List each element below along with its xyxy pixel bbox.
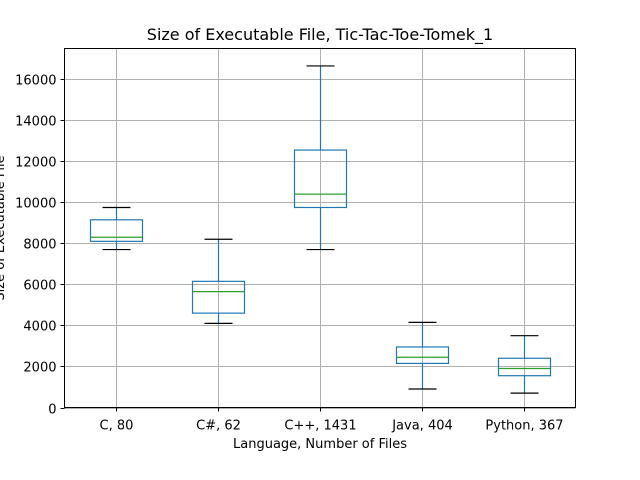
y-tick-label: 12000 [15, 156, 56, 171]
axes-layer: 0 2000 4000 6000 8000 10000 12000 14000 16000 C, … [15, 74, 563, 434]
y-tick-label: 14000 [15, 115, 56, 130]
box-4 [497, 335, 552, 394]
iqr-box [89, 219, 144, 242]
y-tick-label: 6000 [23, 279, 56, 294]
chart-title: Size of Executable File, Tic-Tac-Toe-Tom… [147, 25, 493, 45]
y-tick-label: 4000 [23, 320, 56, 335]
iqr-box [497, 357, 552, 377]
box-2 [293, 65, 348, 251]
x-tick-label: C, 80 [100, 419, 134, 434]
iqr-box [293, 149, 348, 209]
x-axis-label: Language, Number of Files [233, 437, 407, 452]
y-tick-label: 10000 [15, 197, 56, 212]
iqr-box [395, 346, 450, 364]
boxes-layer [89, 65, 552, 394]
x-tick-label: Python, 367 [485, 419, 563, 434]
box-1 [191, 238, 246, 324]
y-axis-label: Size of Executable File [0, 155, 8, 300]
y-tick-label: 2000 [23, 361, 56, 376]
x-tick-label: C#, 62 [196, 419, 241, 434]
x-tick-label: C++, 1431 [284, 419, 356, 434]
box-0 [89, 206, 144, 251]
y-tick-label: 16000 [15, 74, 56, 89]
x-tick-label: Java, 404 [391, 419, 453, 434]
box-3 [395, 321, 450, 390]
y-tick-label: 8000 [23, 238, 56, 253]
y-tick-label: 0 [48, 403, 56, 418]
iqr-box [191, 280, 246, 314]
